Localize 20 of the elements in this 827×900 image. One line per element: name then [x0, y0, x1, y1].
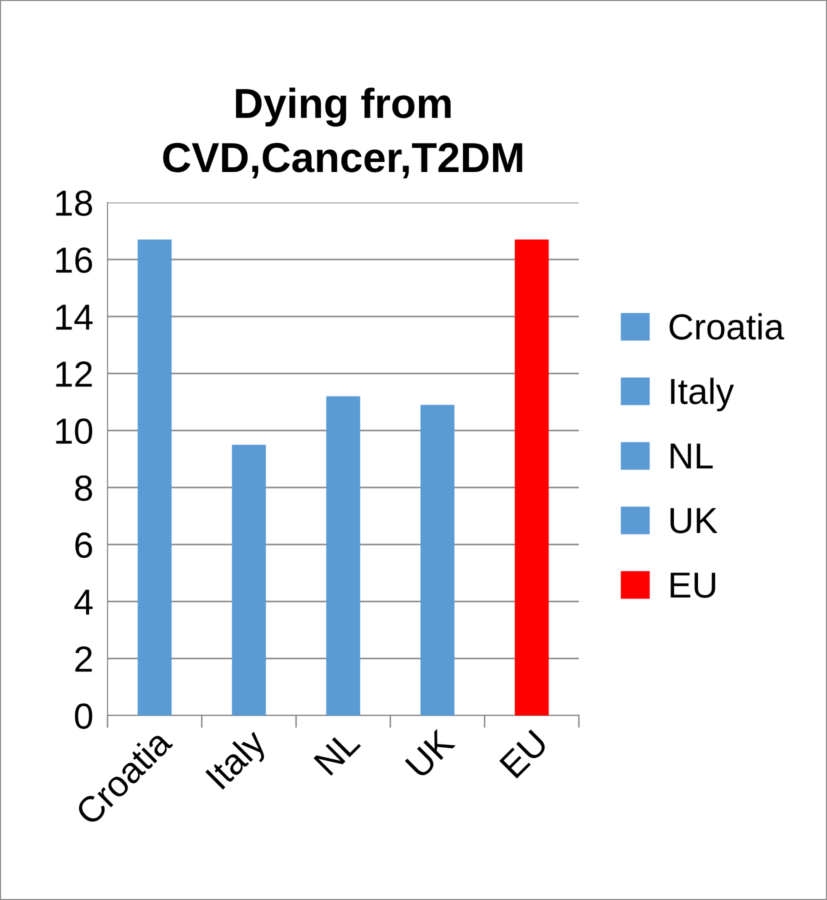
- x-tick-label: Italy: [204, 726, 273, 795]
- y-tick-label: 12: [56, 361, 92, 387]
- y-tick-label: 18: [56, 190, 92, 216]
- y-tick-label: 4: [74, 590, 93, 615]
- x-tick-label: NL: [314, 728, 361, 776]
- legend-label: UK: [670, 508, 718, 534]
- legend-label: EU: [670, 572, 716, 598]
- y-tick-label: 16: [56, 247, 92, 273]
- chart-title: Dying from CVD,Cancer,T2DM: [163, 88, 522, 178]
- y-tick-label: 0: [74, 703, 92, 729]
- x-tick-label: UK: [404, 728, 456, 779]
- x-tick-label: EU: [499, 730, 549, 779]
- legend-label: NL: [670, 444, 713, 468]
- legend-label: Italy: [671, 378, 734, 412]
- y-tick-label: 6: [75, 532, 92, 558]
- y-tick-label: 14: [56, 304, 93, 330]
- y-tick-label: 8: [75, 475, 92, 501]
- y-tick-label: 10: [56, 418, 92, 444]
- legend-label: Croatia: [670, 313, 784, 340]
- y-tick-label: 2: [75, 646, 92, 672]
